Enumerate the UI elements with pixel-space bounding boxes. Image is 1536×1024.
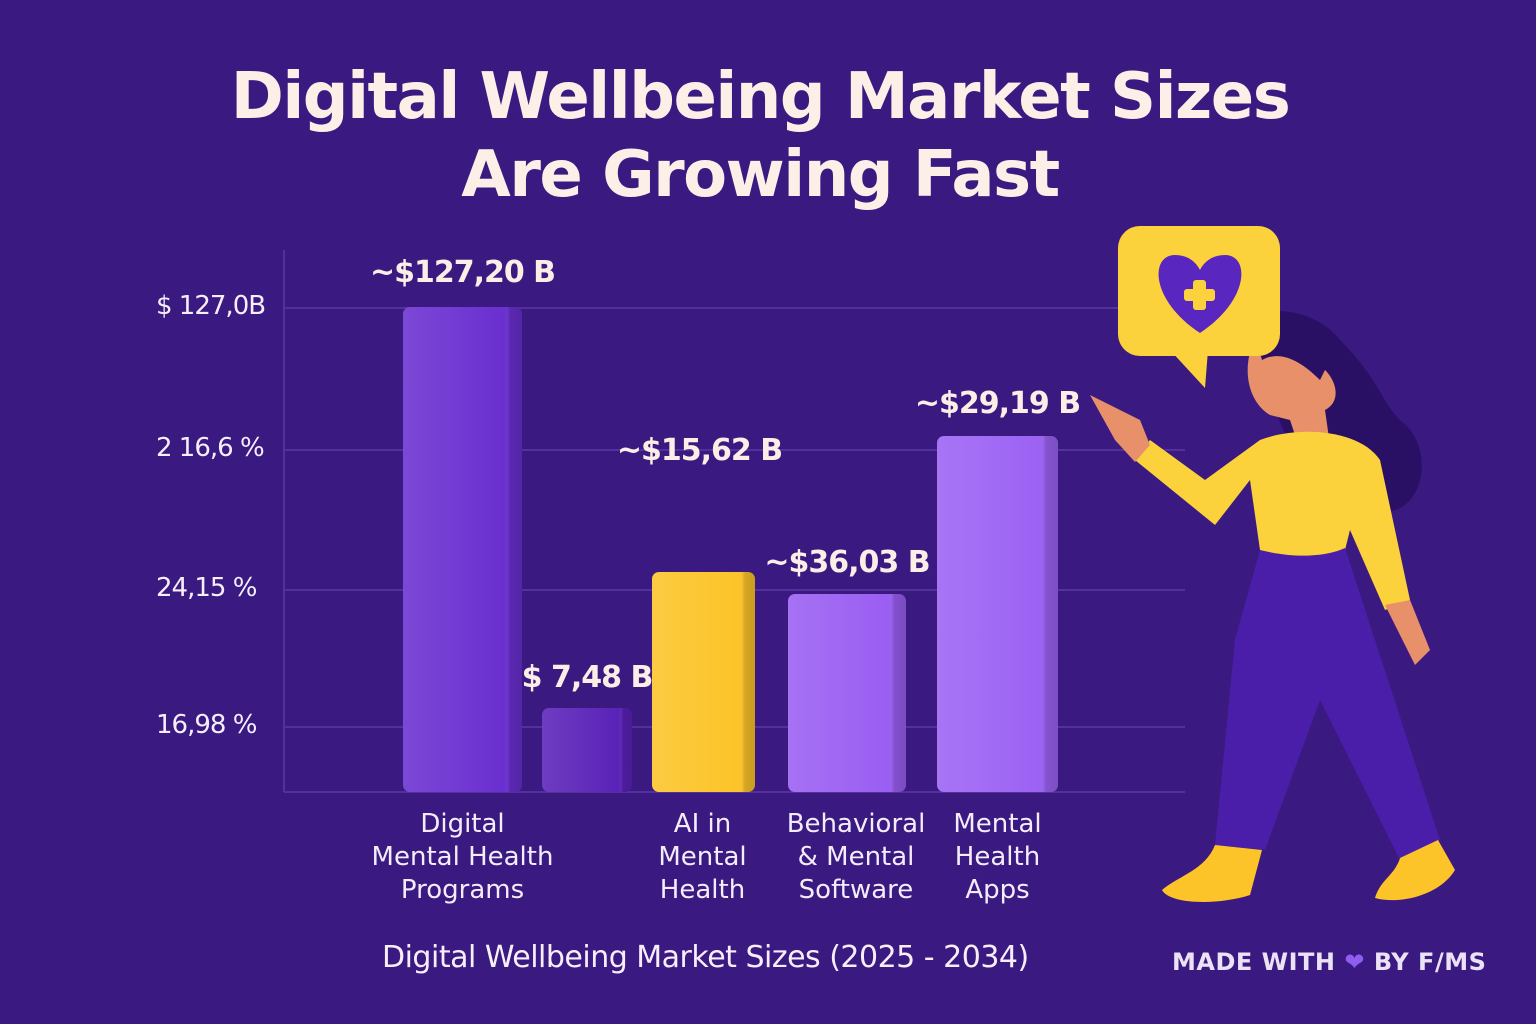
bar-shading: [937, 436, 1058, 792]
chart-title-line2: Are Growing Fast: [461, 138, 1060, 212]
y-tick-label: 24,15 %: [156, 573, 257, 603]
bar-value-label: $ 7,48 B: [521, 660, 654, 695]
category-label: Mental Health Apps: [953, 808, 1041, 907]
bar-shading: [403, 307, 522, 792]
category-label-line: & Mental: [797, 842, 915, 872]
category-label-line: Apps: [965, 875, 1030, 905]
category-label-line: Mental: [658, 842, 747, 872]
credit-post: BY F/MS: [1373, 948, 1487, 976]
category-label-line: AI in: [673, 809, 732, 839]
woman-illustration: [1090, 311, 1455, 902]
category-label: AI in Mental Health: [658, 808, 746, 907]
category-label: Digital Mental Health Programs: [372, 808, 554, 907]
category-label-line: Software: [798, 875, 914, 905]
category-label: Behavioral & Mental Software: [787, 808, 926, 907]
credit-text: MADE WITH ❤ BY F/MS: [1172, 948, 1486, 976]
category-label-line: Mental: [953, 809, 1042, 839]
y-tick-label: 16,98 %: [156, 710, 257, 740]
credit-pre: MADE WITH: [1172, 948, 1336, 976]
chart-title-line1: Digital Wellbeing Market Sizes: [230, 60, 1291, 134]
bar-value-label: ~$29,19 B: [914, 386, 1081, 421]
y-tick-label: $ 127,0B: [156, 291, 266, 321]
category-label-line: Mental Health: [371, 842, 554, 872]
bar-value-label: ~$127,20 B: [369, 255, 556, 290]
x-axis-label: Digital Wellbeing Market Sizes (2025 - 2…: [382, 940, 1029, 975]
category-label-line: Programs: [400, 875, 525, 905]
bar-shading: [788, 594, 906, 792]
category-label-line: Behavioral: [786, 809, 926, 839]
category-label-line: Health: [659, 875, 746, 905]
heart-icon: ❤: [1344, 948, 1365, 976]
bar-shading: [542, 708, 632, 792]
category-label-line: Digital: [420, 809, 505, 839]
bar-value-label: ~$36,03 B: [764, 545, 930, 580]
bar-shading: [652, 572, 755, 792]
category-label-line: Health: [954, 842, 1041, 872]
y-tick-label: 2 16,6 %: [156, 433, 265, 463]
bar-value-label: ~$15,62 B: [616, 433, 783, 468]
speech-bubble-icon: [1118, 226, 1280, 388]
